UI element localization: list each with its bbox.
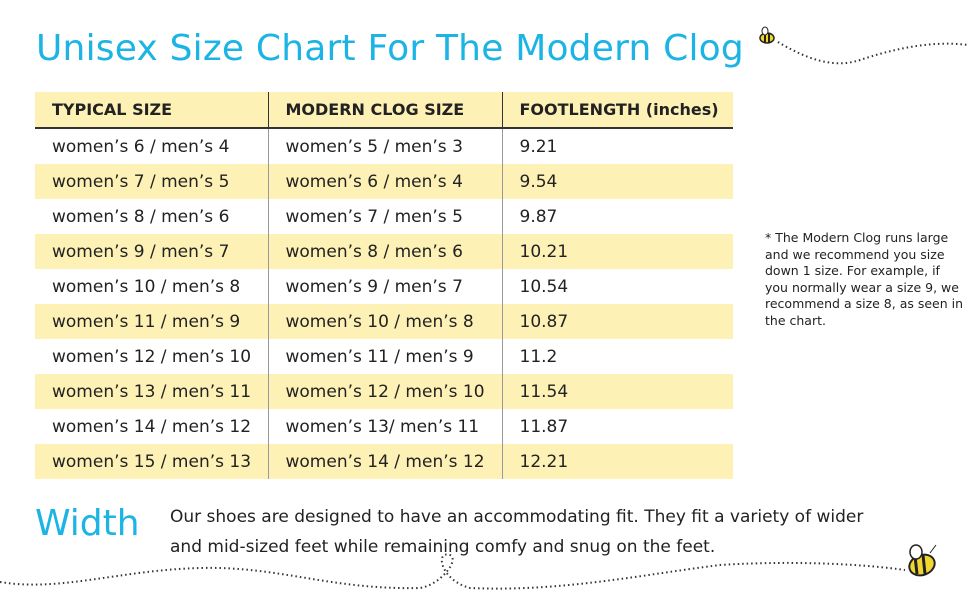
typical-size-cell: women’s 12 / men’s 10: [52, 346, 252, 367]
table-row: women’s 15 / men’s 13 women’s 14 / men’s …: [35, 444, 733, 479]
table-header-row: TYPICAL SIZE MODERN CLOG SIZE FOOTLENGTH…: [35, 92, 733, 129]
modern-clog-size-cell: women’s 11 / men’s 9: [267, 339, 502, 374]
typical-size-cell: women’s 15 / men’s 13: [35, 444, 268, 479]
table-row: women’s 9 / men’s 7 women’s 8 / men’s 6 10…: [35, 234, 733, 269]
modern-clog-size-cell: women’s 10 / men’s 8: [267, 304, 502, 339]
size-chart-table: TYPICAL SIZE MODERN CLOG SIZE FOOTLENGTH…: [35, 92, 733, 479]
bee-icon-bottom: [908, 544, 937, 577]
header-typical-size: TYPICAL SIZE: [35, 92, 268, 129]
modern-clog-size-cell: women’s 5 / men’s 3: [267, 128, 502, 164]
modern-clog-size-cell: women’s 8 / men’s 6: [267, 234, 502, 269]
table-row: women’s 7 / men’s 5 women’s 6 / men’s 4 9.…: [35, 164, 733, 199]
modern-clog-size-cell: women’s 13/ men’s 11: [267, 409, 502, 444]
table-row: women’s 6 / men’s 4 women’s 5 / men’s 3 9.…: [35, 128, 733, 164]
typical-size-cell: women’s 10 / men’s 8: [52, 276, 241, 297]
width-description: Our shoes are designed to have an accomm…: [170, 507, 864, 557]
footlength-cell: 9.54: [501, 164, 733, 199]
typical-size-cell: women’s 13 / men’s 11: [35, 374, 268, 409]
typical-size-cell: women’s 6 / men’s 4: [52, 136, 230, 157]
page-title: Unisex Size Chart For The Modern Clog: [36, 28, 744, 69]
typical-size-cell: women’s 9 / men’s 7: [35, 234, 268, 269]
footlength-cell: 10.87: [501, 304, 733, 339]
width-heading: Width: [35, 503, 140, 544]
table-row: women’s 11 / men’s 9 women’s 10 / men’s 8…: [35, 304, 733, 339]
modern-clog-size-cell: women’s 12 / men’s 10: [267, 374, 502, 409]
header-modern-clog-size: MODERN CLOG SIZE: [267, 92, 502, 129]
modern-clog-size-cell: women’s 6 / men’s 4: [267, 164, 502, 199]
footlength-cell: 11.2: [501, 339, 733, 374]
modern-clog-size-cell: women’s 9 / men’s 7: [267, 269, 502, 304]
typical-size-cell: women’s 8 / men’s 6: [52, 206, 230, 227]
bee-icon-top: [759, 26, 775, 44]
header-footlength: FOOTLENGTH (inches): [501, 92, 733, 129]
modern-clog-size-cell: women’s 7 / men’s 5: [267, 199, 502, 234]
modern-clog-size-cell: women’s 14 / men’s 12: [267, 444, 502, 479]
table-row: women’s 13 / men’s 11 women’s 12 / men’s …: [35, 374, 733, 409]
footlength-cell: 12.21: [501, 444, 733, 479]
typical-size-cell: women’s 7 / men’s 5: [35, 164, 268, 199]
table-row: women’s 14 / men’s 12 women’s 13/ men’s 1…: [35, 409, 733, 444]
footlength-cell: 10.21: [501, 234, 733, 269]
footlength-cell: 11.87: [501, 409, 733, 444]
footlength-cell: 11.54: [501, 374, 733, 409]
sizing-note: * The Modern Clog runs large and we reco…: [765, 230, 964, 328]
typical-size-cell: women’s 11 / men’s 9: [35, 304, 268, 339]
footlength-cell: 9.21: [501, 128, 733, 164]
typical-size-cell: women’s 14 / men’s 12: [52, 416, 252, 437]
footlength-cell: 9.87: [501, 199, 733, 234]
table-row: women’s 8 / men’s 6 women’s 7 / men’s 5 9.…: [35, 199, 733, 234]
footlength-cell: 10.54: [501, 269, 733, 304]
table-row: women’s 12 / men’s 10 women’s 11 / men’s …: [35, 339, 733, 374]
